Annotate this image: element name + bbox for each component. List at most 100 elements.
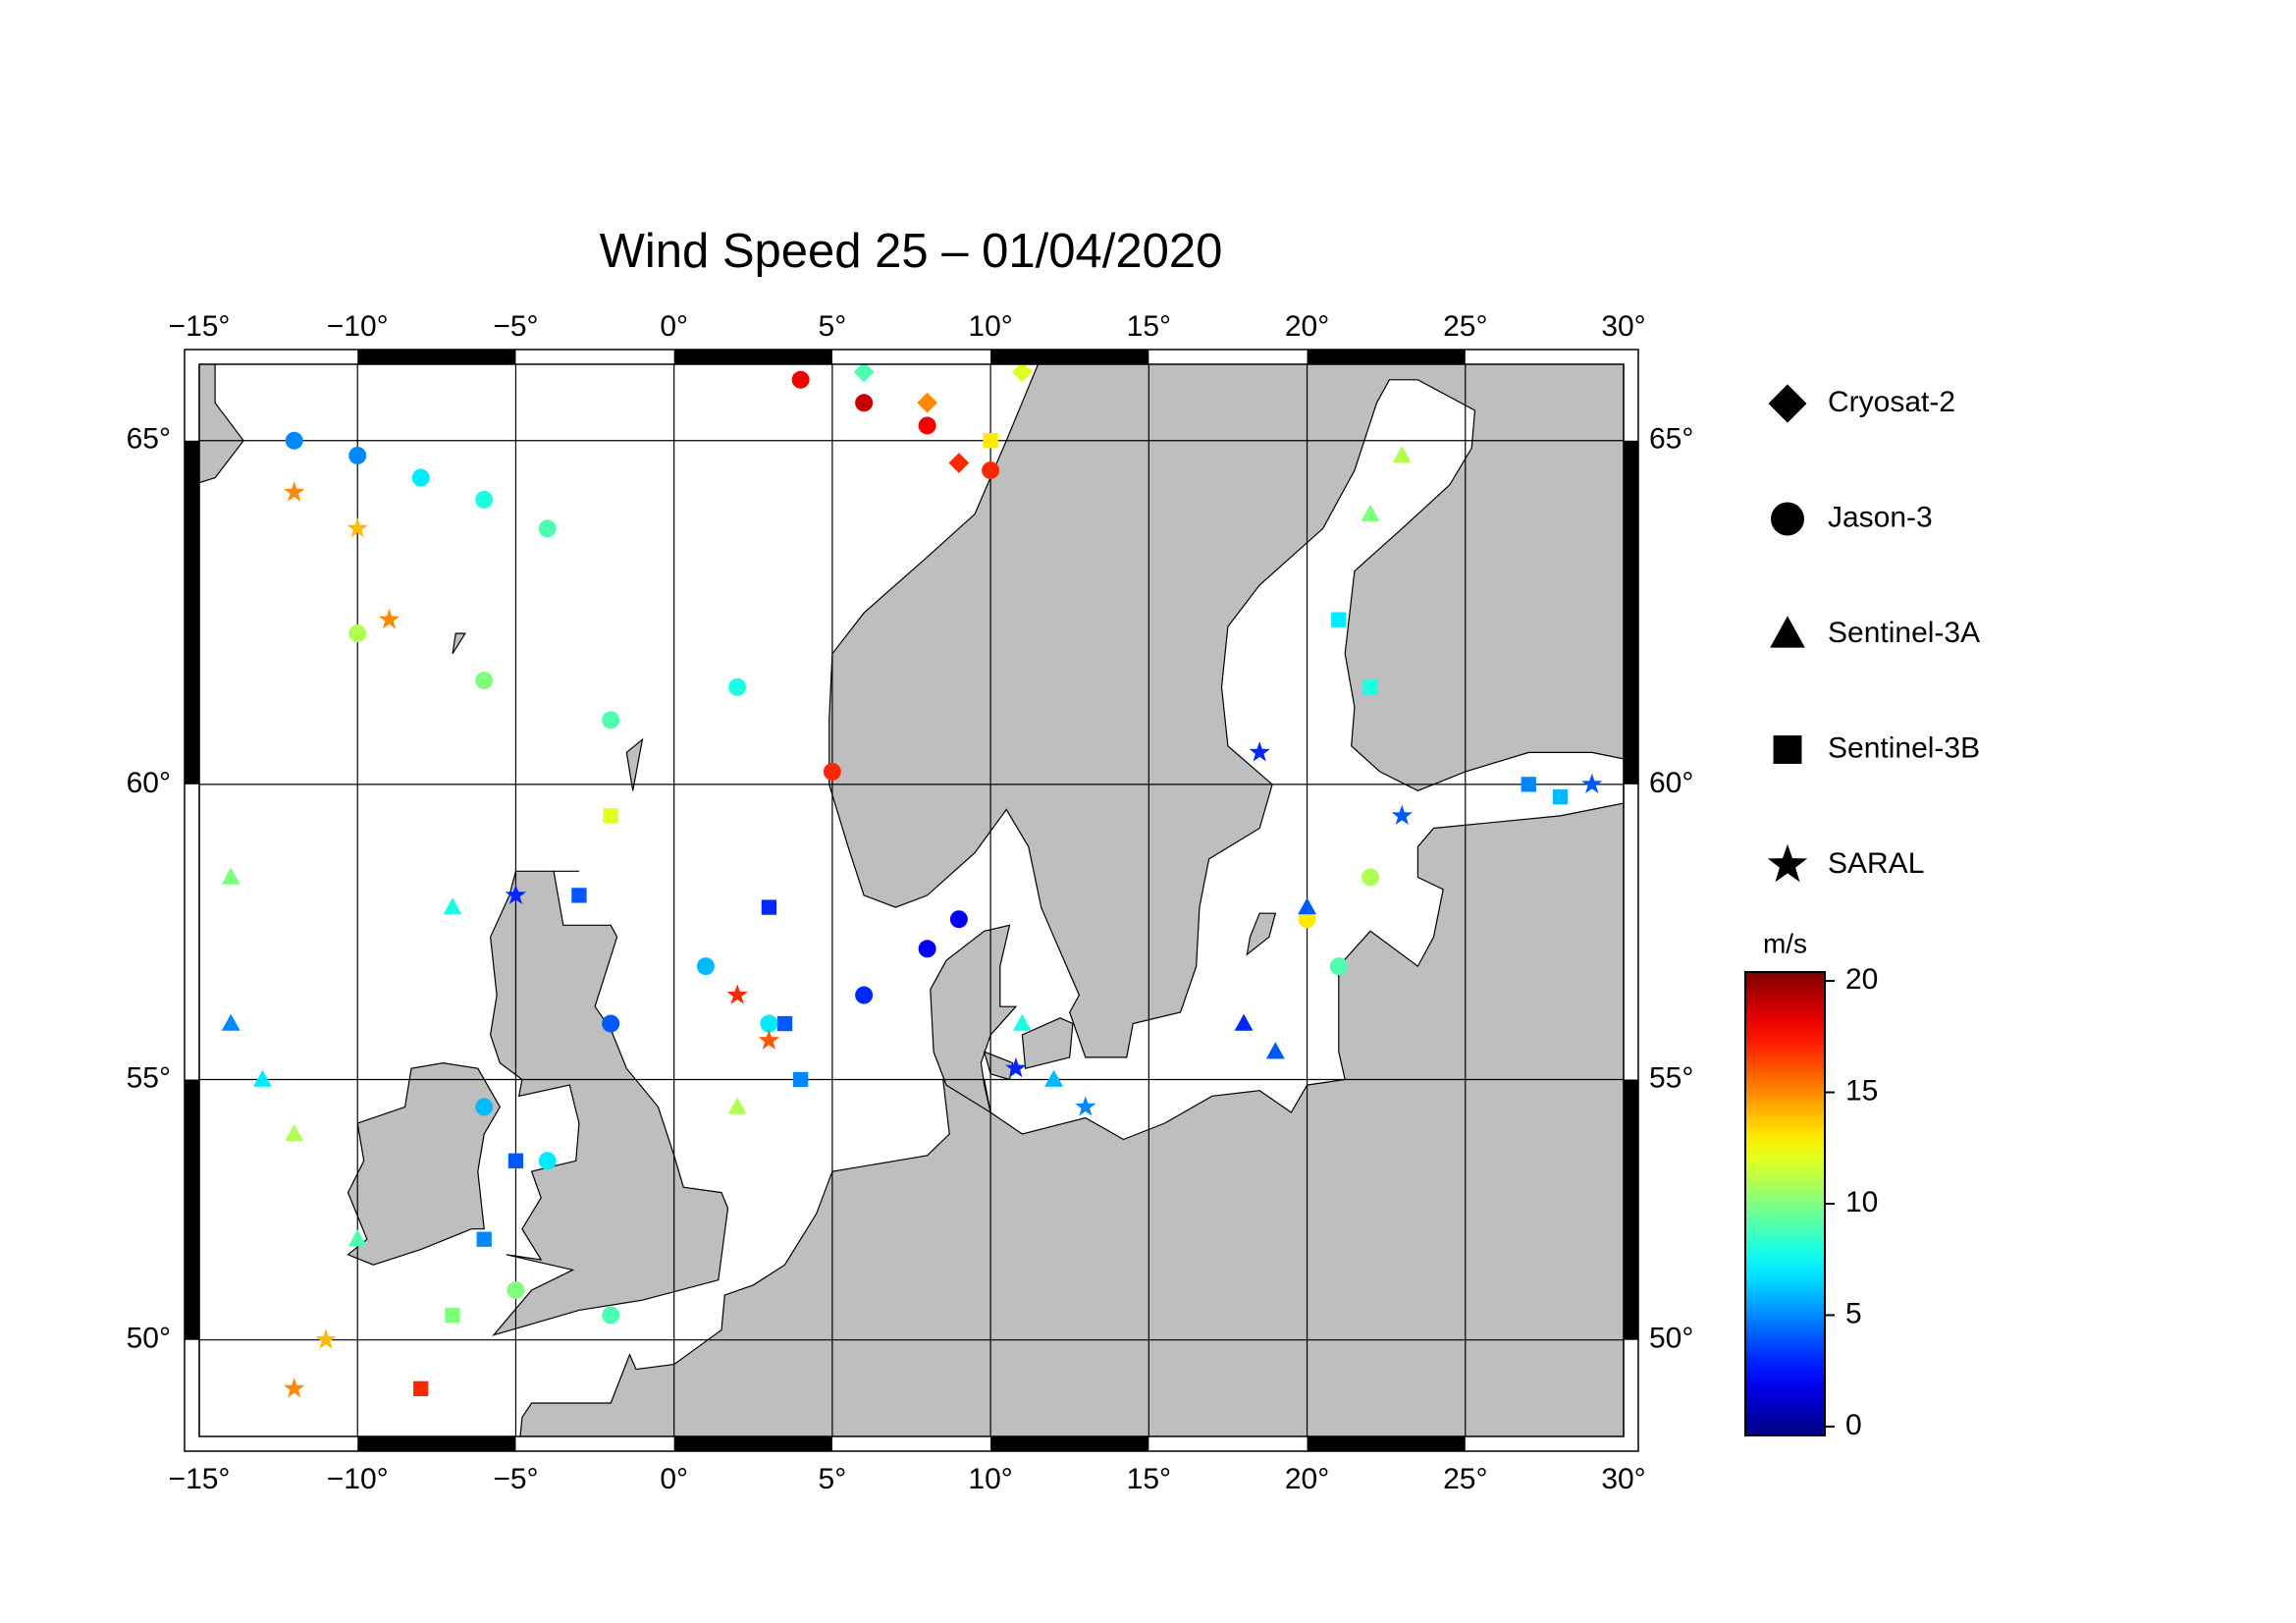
colorbar-tick-label: 20 — [1845, 963, 1878, 996]
x-tick-label: −15° — [169, 1463, 231, 1495]
data-point — [1234, 1013, 1254, 1031]
data-point — [983, 433, 998, 449]
data-point — [1075, 1096, 1096, 1116]
colorbar-label: m/s — [1763, 928, 1807, 958]
x-tick-label: −10° — [327, 1463, 389, 1495]
x-tick-label: 15° — [1127, 310, 1171, 343]
data-point — [253, 1069, 272, 1087]
data-point — [853, 364, 875, 383]
legend-marker — [1767, 843, 1808, 883]
data-point — [348, 446, 367, 464]
data-point — [507, 1280, 525, 1299]
data-point — [1361, 504, 1380, 521]
x-tick-label: 5° — [819, 1463, 847, 1495]
x-tick-label: 20° — [1285, 310, 1329, 343]
data-point — [949, 910, 968, 929]
y-tick-label: 55° — [127, 1061, 171, 1094]
points — [221, 364, 1603, 1398]
x-tick-label: 25° — [1443, 310, 1487, 343]
colorbar: m/s 0 5 10 15 20 — [1744, 928, 1878, 1441]
x-tick-label: −5° — [493, 310, 538, 343]
data-point — [284, 1378, 305, 1398]
data-point — [1249, 741, 1270, 762]
frame-outer — [184, 349, 1639, 1452]
frame-bar — [990, 1436, 1149, 1451]
frame-bar — [357, 350, 516, 364]
data-point — [1012, 1013, 1032, 1031]
frame-bar — [1624, 440, 1638, 784]
data-point — [1391, 804, 1413, 825]
land-area — [1021, 1017, 1074, 1069]
land-area — [1246, 912, 1277, 956]
legend: Cryosat-2 Jason-3 Sentinel-3A Sentinel-3B SA… — [1767, 384, 1980, 883]
legend-marker — [1771, 502, 1804, 536]
data-point — [1005, 1057, 1027, 1078]
data-point — [445, 1307, 460, 1324]
data-point — [1362, 868, 1380, 887]
y-tick-label: 60° — [127, 767, 171, 799]
legend-marker — [1768, 384, 1807, 423]
data-point — [571, 888, 587, 903]
land-area — [930, 924, 1018, 1114]
x-tick-label: 30° — [1601, 310, 1645, 343]
legend-label: Cryosat-2 — [1828, 386, 1955, 418]
frame — [184, 349, 1639, 1452]
x-tick-label: 15° — [1127, 1463, 1171, 1495]
data-point — [348, 624, 367, 643]
data-point — [315, 1328, 337, 1349]
data-point — [1581, 773, 1603, 793]
data-point — [792, 1071, 809, 1088]
y-tick-label: 50° — [1649, 1323, 1693, 1355]
frame-bar — [185, 440, 199, 784]
data-point — [347, 1229, 367, 1247]
data-point — [1392, 446, 1412, 463]
data-point — [948, 453, 970, 473]
land-area — [452, 632, 466, 655]
data-point — [1552, 789, 1569, 805]
data-point — [696, 957, 715, 976]
x-tick-label: 10° — [968, 1463, 1012, 1495]
data-point — [918, 940, 936, 958]
data-point — [1298, 910, 1316, 929]
data-point — [221, 1013, 240, 1031]
data-point — [538, 519, 557, 538]
x-tick-label: 25° — [1443, 1463, 1487, 1495]
data-point — [758, 1029, 780, 1050]
frame-bar — [1307, 350, 1466, 364]
frame-bar — [185, 1079, 199, 1340]
y-tick-label: 65° — [1649, 423, 1693, 456]
data-point — [823, 762, 841, 781]
data-point — [475, 490, 494, 509]
land-area — [625, 737, 644, 791]
data-point — [1362, 679, 1378, 695]
y-tick-label: 60° — [1649, 767, 1693, 799]
colorbar-scale — [1744, 971, 1826, 1436]
data-point — [918, 416, 936, 435]
data-point — [476, 1231, 492, 1247]
data-point — [603, 808, 618, 824]
data-point — [475, 1098, 494, 1116]
land-area — [489, 870, 729, 1336]
data-point — [413, 1380, 429, 1396]
legend-label: SARAL — [1828, 847, 1924, 880]
x-tick-label: −10° — [327, 310, 389, 343]
data-point — [726, 984, 748, 1004]
y-tick-label: 55° — [1649, 1061, 1693, 1094]
y-tick-label: 65° — [127, 423, 171, 456]
data-point — [602, 1014, 620, 1033]
legend-marker — [1773, 735, 1802, 764]
data-point — [1044, 1069, 1063, 1087]
colorbar-tick-label: 5 — [1845, 1297, 1862, 1329]
frame-bar — [673, 350, 832, 364]
data-point — [776, 1015, 793, 1032]
x-tick-label: 5° — [819, 310, 847, 343]
frame-bar — [1307, 1436, 1466, 1451]
frame-bar — [1624, 1079, 1638, 1340]
x-tick-label: 10° — [968, 310, 1012, 343]
data-point — [475, 672, 494, 690]
legend-marker — [1770, 616, 1805, 648]
data-point — [602, 1306, 620, 1325]
data-point — [347, 517, 368, 538]
frame-inner — [198, 363, 1625, 1437]
